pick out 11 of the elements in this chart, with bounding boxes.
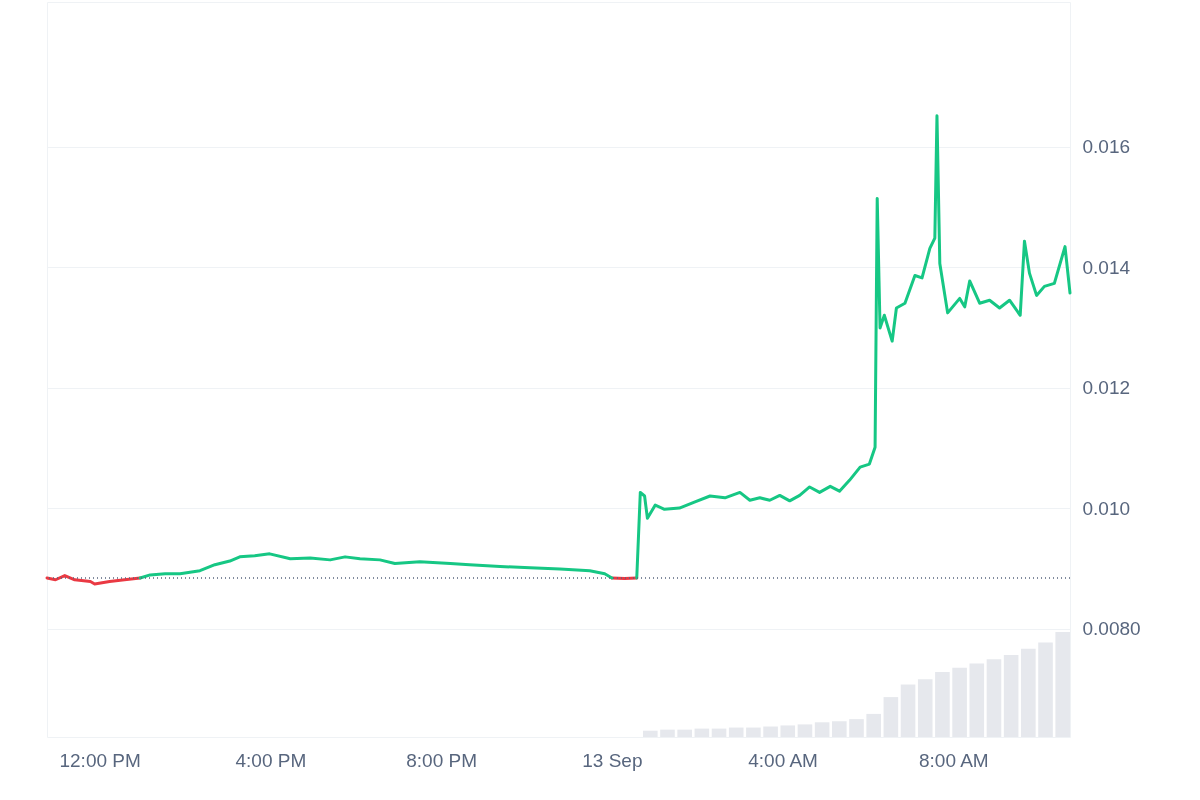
x-tick-label: 13 Sep (582, 749, 643, 771)
y-tick-label: 0.012 (1082, 377, 1131, 399)
x-tick-label: 8:00 AM (918, 749, 989, 771)
y-tick-label: 0.0080 (1082, 618, 1141, 640)
x-tick-label: 8:00 PM (406, 749, 477, 771)
y-tick-label: 0.014 (1082, 256, 1131, 278)
x-tick-label: 12:00 PM (59, 749, 141, 771)
y-tick-label: 0.016 (1082, 136, 1131, 158)
x-tick-label: 4:00 PM (235, 749, 307, 771)
x-tick-label: 4:00 AM (748, 749, 818, 771)
y-tick-label: 0.010 (1082, 497, 1131, 519)
